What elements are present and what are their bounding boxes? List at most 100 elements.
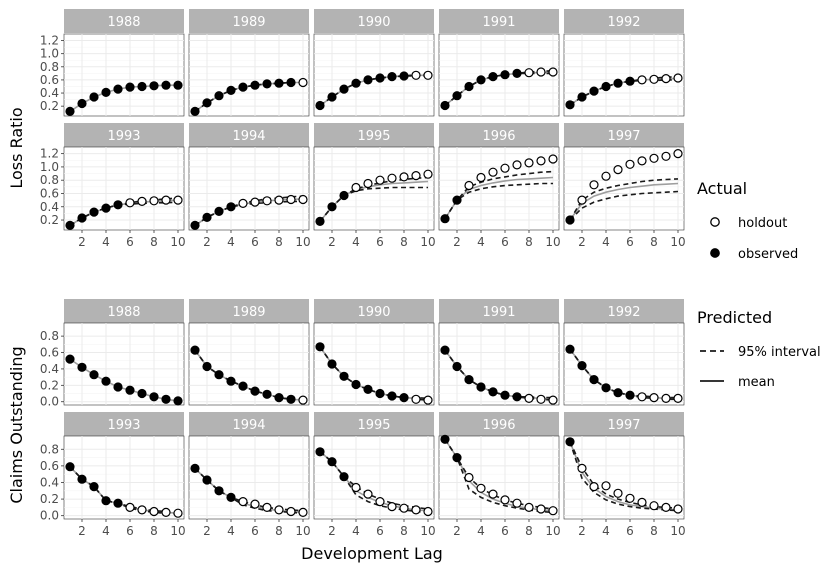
- observed-point: [89, 92, 99, 102]
- facet-strip-label: 1988: [107, 15, 140, 30]
- x-tick-label: 10: [420, 235, 435, 249]
- holdout-point: [274, 195, 284, 205]
- observed-point: [190, 463, 200, 473]
- holdout-point: [363, 489, 373, 499]
- x-tick-label: 10: [420, 524, 435, 538]
- legend-actual-title: Actual: [697, 179, 747, 198]
- facet-strip-label: 1997: [607, 418, 640, 433]
- y-tick-label: 0.8: [40, 173, 59, 187]
- interval-upper-line: [194, 467, 304, 512]
- x-tick-label: 4: [352, 235, 360, 249]
- x-tick-label: 4: [227, 524, 235, 538]
- x-tick-label: 6: [501, 235, 509, 249]
- y-tick-label: 0.2: [40, 213, 59, 227]
- x-tick-label: 8: [275, 524, 283, 538]
- observed-point: [226, 202, 236, 212]
- interval-lower-line: [194, 467, 304, 514]
- holdout-point: [423, 395, 433, 405]
- holdout-point: [464, 472, 474, 483]
- observed-point: [149, 392, 159, 402]
- observed-point: [65, 106, 75, 117]
- holdout-point: [298, 395, 308, 405]
- observed-point: [77, 474, 87, 484]
- holdout-point: [649, 393, 659, 403]
- observed-point: [77, 213, 87, 223]
- legend-interval-label: 95% interval: [738, 345, 821, 360]
- observed-point: [387, 391, 397, 401]
- observed-point: [452, 453, 462, 463]
- interval-lower-line: [444, 182, 553, 220]
- x-tick-label: 10: [295, 524, 310, 538]
- facet-strip-label: 1995: [357, 418, 390, 433]
- panel-background: [313, 146, 435, 231]
- observed-point: [589, 86, 599, 96]
- interval-upper-line: [319, 346, 429, 400]
- facet-strip: [564, 299, 684, 323]
- legend-holdout-label: holdout: [738, 216, 787, 231]
- holdout-point: [625, 159, 635, 169]
- interval-upper-line: [569, 441, 679, 509]
- y-axis-title-loss-ratio: Loss Ratio: [7, 107, 26, 188]
- observed-point: [339, 84, 349, 94]
- interval-upper-line: [444, 438, 554, 510]
- holdout-point: [173, 508, 183, 518]
- holdout-point: [577, 463, 587, 473]
- observed-point: [565, 100, 575, 110]
- holdout-point: [125, 198, 135, 208]
- facet-strip-label: 1994: [232, 418, 265, 433]
- interval-upper-line: [569, 178, 679, 221]
- observed-point: [101, 203, 111, 213]
- x-tick-label: 6: [126, 524, 134, 538]
- observed-point: [613, 78, 623, 88]
- x-tick-label: 2: [78, 235, 86, 249]
- holdout-point: [387, 502, 397, 512]
- observed-point: [625, 76, 635, 86]
- holdout-point: [536, 156, 546, 166]
- x-tick-label: 4: [602, 524, 610, 538]
- holdout-point: [399, 172, 409, 182]
- holdout-point: [351, 482, 361, 493]
- observed-point: [464, 81, 474, 92]
- observed-point: [315, 447, 325, 457]
- interval-lower-line: [569, 190, 679, 221]
- observed-point: [190, 220, 200, 230]
- y-tick-label: 0.8: [40, 60, 59, 74]
- predicted-mean-line: [444, 438, 554, 512]
- facet-strip-label: 1995: [357, 129, 390, 144]
- x-tick-label: 2: [578, 524, 586, 538]
- observed-point: [500, 390, 510, 400]
- observed-point: [565, 437, 575, 447]
- observed-point: [488, 387, 498, 397]
- holdout-point: [238, 497, 248, 507]
- facet-strip: [564, 123, 684, 147]
- observed-point: [315, 342, 325, 352]
- facet-strip: [189, 123, 309, 147]
- facet-strip: [189, 299, 309, 323]
- holdout-point: [250, 197, 260, 207]
- holdout-point: [423, 70, 433, 80]
- x-tick-label: 4: [602, 235, 610, 249]
- holdout-point: [173, 195, 183, 205]
- observed-point: [113, 382, 123, 392]
- holdout-point: [286, 194, 296, 205]
- panel-loss-ratio-1997: 1997 2 4 6 8 10: [563, 123, 686, 249]
- holdout-point: [411, 394, 421, 404]
- holdout-point: [399, 503, 409, 513]
- legend-predicted: Predicted 95% interval mean: [697, 308, 821, 390]
- holdout-point: [589, 482, 599, 492]
- observed-point: [440, 434, 450, 444]
- y-tick-label: 1.0: [40, 160, 59, 174]
- observed-point: [327, 457, 337, 467]
- x-tick-label: 8: [525, 235, 533, 249]
- interval-upper-line: [444, 69, 554, 107]
- interval-upper-line: [194, 81, 304, 113]
- holdout-point: [589, 180, 599, 190]
- observed-point: [327, 92, 337, 102]
- holdout-point: [637, 497, 647, 507]
- facet-strip-label: 1993: [107, 418, 140, 433]
- holdout-point: [476, 172, 486, 183]
- x-tick-label: 6: [626, 524, 634, 538]
- observed-point: [601, 81, 611, 92]
- holdout-point: [536, 394, 546, 404]
- observed-point: [464, 375, 474, 385]
